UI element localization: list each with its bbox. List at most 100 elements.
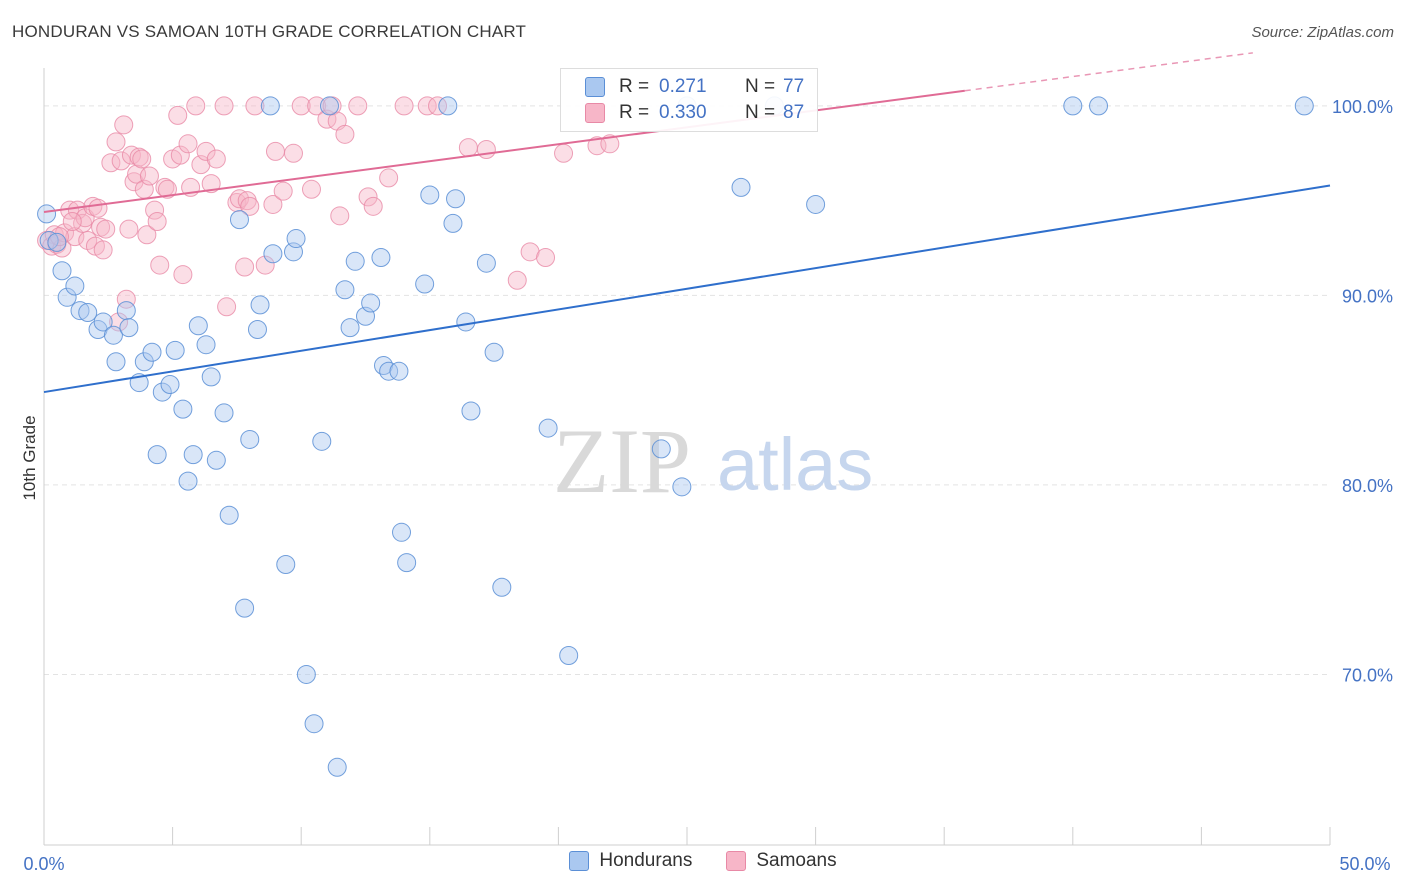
honduran-point	[229, 210, 249, 230]
stats-row-samoans: R = 0.330 N = 87	[585, 100, 804, 126]
samoan-point	[363, 196, 383, 216]
samoan-point	[255, 255, 275, 275]
x-tick-label: 0.0%	[23, 854, 64, 874]
samoan-point	[265, 141, 285, 161]
samoan-point	[235, 257, 255, 277]
honduran-swatch	[585, 77, 605, 97]
samoan-point	[157, 179, 177, 199]
n-value: 87	[783, 102, 805, 123]
honduran-point	[103, 325, 123, 345]
honduran-point	[106, 352, 126, 372]
honduran-point	[651, 439, 671, 459]
honduran-point	[484, 342, 504, 362]
samoan-point	[301, 179, 321, 199]
samoan-point	[75, 208, 95, 228]
honduran-point	[201, 367, 221, 387]
honduran-point	[165, 340, 185, 360]
r-label: R =	[619, 76, 650, 97]
honduran-point	[420, 185, 440, 205]
samoan-point	[173, 265, 193, 285]
honduran-points	[37, 96, 1314, 777]
honduran-point	[263, 244, 283, 264]
samoan-point	[554, 143, 574, 163]
honduran-point	[304, 714, 324, 734]
honduran-point	[296, 664, 316, 684]
samoan-point	[96, 219, 116, 239]
honduran-point	[327, 757, 347, 777]
honduran-point	[389, 361, 409, 381]
samoan-point	[358, 187, 378, 207]
legend-item-hondurans[interactable]: Hondurans	[569, 850, 692, 872]
honduran-point	[443, 213, 463, 233]
samoan-point	[428, 96, 448, 116]
samoan-point	[114, 115, 134, 135]
samoan-point	[186, 96, 206, 116]
samoan-point	[536, 248, 556, 268]
honduran-point	[392, 522, 412, 542]
series-legend: Hondurans Samoans	[0, 850, 1406, 872]
honduran-point	[235, 598, 255, 618]
samoan-point	[170, 145, 190, 165]
samoan-point	[229, 189, 249, 209]
samoan-point	[330, 206, 350, 226]
samoan-point	[168, 105, 188, 125]
samoan-point	[206, 149, 226, 169]
honduran-point	[196, 335, 216, 355]
samoan-point	[379, 168, 399, 188]
tick-labels: 70.0% 80.0% 90.0% 100.0% 0.0% 50.0%	[23, 97, 1393, 874]
samoan-point	[62, 212, 82, 232]
samoan-point	[394, 96, 414, 116]
legend-item-samoans[interactable]: Samoans	[726, 850, 837, 872]
samoan-swatch	[585, 103, 605, 123]
honduran-point	[119, 318, 139, 338]
honduran-point	[178, 471, 198, 491]
samoan-point	[55, 223, 75, 243]
samoan-point	[273, 181, 293, 201]
honduran-point	[538, 418, 558, 438]
honduran-point	[1294, 96, 1314, 116]
samoan-point	[139, 166, 159, 186]
y-tick-label: 80.0%	[1342, 476, 1393, 496]
honduran-point	[461, 401, 481, 421]
honduran-point	[247, 320, 267, 340]
watermark-atlas: atlas	[717, 423, 873, 506]
honduran-point	[335, 280, 355, 300]
samoan-swatch	[726, 851, 747, 871]
samoan-point	[476, 139, 496, 159]
samoan-point	[263, 194, 283, 214]
samoan-points	[37, 96, 620, 332]
legend-label-samoans: Samoans	[756, 850, 837, 871]
samoan-point	[137, 225, 157, 245]
honduran-point	[312, 431, 332, 451]
r-value: 0.271	[659, 76, 707, 97]
samoan-point	[111, 151, 131, 171]
stats-legend: R = 0.271 N = 77 R = 0.330 N = 87	[560, 68, 818, 132]
honduran-point	[250, 295, 270, 315]
honduran-point	[152, 382, 172, 402]
samoan-point	[217, 297, 237, 317]
honduran-point	[397, 553, 417, 573]
honduran-point	[134, 352, 154, 372]
honduran-point	[116, 301, 136, 321]
honduran-point	[93, 312, 113, 332]
honduran-point	[340, 318, 360, 338]
honduran-point	[345, 251, 365, 271]
honduran-point	[286, 229, 306, 249]
honduran-point	[183, 445, 203, 465]
samoan-point	[348, 96, 368, 116]
samoan-point	[291, 96, 311, 116]
honduran-point	[214, 403, 234, 423]
samoan-point	[240, 196, 260, 216]
honduran-point	[142, 342, 162, 362]
samoan-point	[119, 219, 139, 239]
honduran-point	[1089, 96, 1109, 116]
honduran-point	[806, 194, 826, 214]
honduran-point	[260, 96, 280, 116]
samoan-point	[458, 138, 478, 158]
honduran-point	[47, 232, 67, 252]
y-tick-label: 90.0%	[1342, 286, 1393, 306]
samoan-point	[132, 149, 152, 169]
honduran-point	[160, 374, 180, 394]
honduran-point	[476, 253, 496, 273]
y-tick-label: 100.0%	[1332, 97, 1393, 117]
